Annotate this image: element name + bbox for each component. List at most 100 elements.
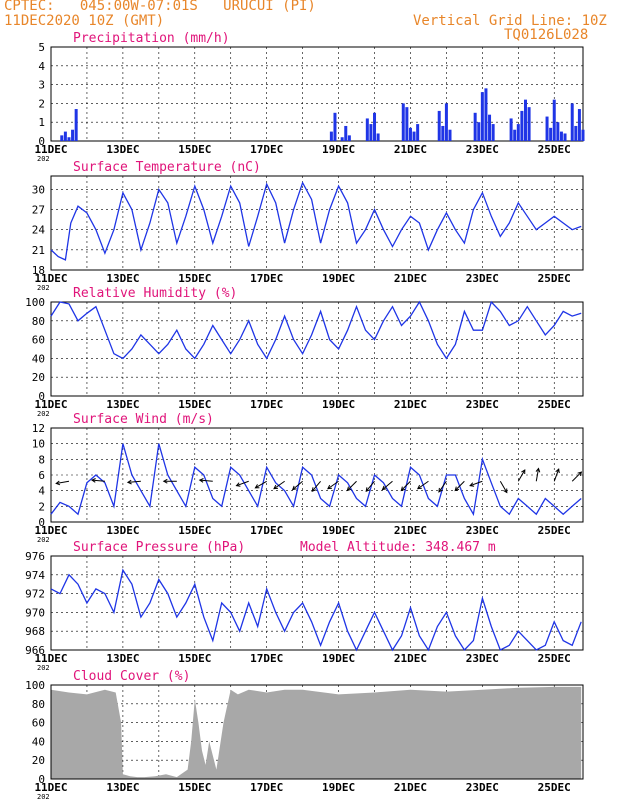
precip-bar bbox=[71, 129, 75, 141]
surface_temperature-xtick-label: 13DEC bbox=[106, 272, 139, 285]
wind-arrow-head bbox=[454, 486, 460, 492]
wind-arrow-head bbox=[381, 485, 387, 491]
wind-arrow-head bbox=[503, 488, 508, 494]
wind-arrow-head bbox=[577, 471, 583, 477]
precipitation-xtick-label: 19DEC bbox=[322, 143, 355, 156]
wind-arrow bbox=[292, 480, 303, 491]
surface_temperature-xtick-label: 11DEC bbox=[34, 272, 67, 285]
surface_pressure-ytick-label: 966 bbox=[25, 644, 45, 657]
wind-arrow bbox=[346, 480, 357, 491]
wind-arrow bbox=[417, 480, 429, 490]
surface_temperature-title: Surface Temperature (nC) bbox=[73, 160, 261, 175]
precipitation-ytick-label: 2 bbox=[38, 97, 45, 110]
surface_pressure-ytick-label: 968 bbox=[25, 625, 45, 638]
surface_wind-line bbox=[50, 443, 582, 517]
surface_pressure-xtick-label: 11DEC bbox=[34, 652, 67, 665]
wind-arrow-head bbox=[235, 482, 241, 487]
precip-bar bbox=[563, 133, 567, 141]
precip-bar bbox=[369, 124, 373, 141]
relative_humidity-xtick-label: 21DEC bbox=[394, 398, 427, 411]
precip-bar bbox=[473, 112, 477, 141]
precip-bar bbox=[556, 122, 560, 141]
cloud_cover-ytick-label: 0 bbox=[38, 773, 45, 786]
wind-arrow-head bbox=[291, 485, 297, 491]
wind-arrow-head bbox=[273, 484, 279, 490]
cloud_cover-xtick-label: 17DEC bbox=[250, 781, 283, 794]
header-line1: CPTEC: 045:00W-07:01S URUCUI (PI) bbox=[4, 0, 316, 14]
surface_wind-xtick-label: 19DEC bbox=[322, 524, 355, 537]
surface_pressure-xtick-label: 25DEC bbox=[538, 652, 571, 665]
surface_wind-ytick-label: 12 bbox=[32, 422, 45, 435]
cloud_cover-xtick-label: 11DEC bbox=[34, 781, 67, 794]
cloud_cover-xtick-label: 21DEC bbox=[394, 781, 427, 794]
wind-arrow bbox=[236, 480, 249, 487]
surface_temperature-xtick-label: 21DEC bbox=[394, 272, 427, 285]
wind-arrow-head bbox=[469, 482, 475, 487]
surface_pressure-xtick-label: 23DEC bbox=[466, 652, 499, 665]
surface_pressure-xtick-label: 21DEC bbox=[394, 652, 427, 665]
cloud_cover-xtick-label: 25DEC bbox=[538, 781, 571, 794]
surface_temperature-xtick-label: 15DEC bbox=[178, 272, 211, 285]
relative_humidity-ytick-label: 100 bbox=[25, 296, 45, 309]
relative_humidity-ytick-label: 0 bbox=[38, 390, 45, 403]
cloud_cover-ytick-label: 100 bbox=[25, 679, 45, 692]
surface_wind-xtick-label: 17DEC bbox=[250, 524, 283, 537]
surface_temperature-ytick-label: 18 bbox=[32, 264, 45, 277]
cloud_cover-ytick-label: 40 bbox=[32, 735, 45, 748]
precip-bar bbox=[509, 118, 513, 141]
surface_pressure-xtick-label: 19DEC bbox=[322, 652, 355, 665]
surface_temperature-frame bbox=[50, 175, 584, 271]
precipitation-ytick-label: 3 bbox=[38, 79, 45, 92]
surface_pressure-xtick-label: 17DEC bbox=[250, 652, 283, 665]
surface_temperature-year-label: 202 bbox=[37, 284, 50, 292]
wind-arrow bbox=[127, 480, 141, 483]
precip-bar bbox=[344, 125, 348, 141]
wind-arrow bbox=[400, 480, 411, 491]
precip-bar bbox=[412, 131, 416, 141]
surface_wind-ytick-label: 6 bbox=[38, 469, 45, 482]
surface_temperature-ytick-label: 27 bbox=[32, 204, 45, 217]
relative_humidity-title: Relative Humidity (%) bbox=[73, 286, 237, 301]
surface_pressure-year-label: 202 bbox=[37, 664, 50, 672]
wind-arrow bbox=[255, 480, 267, 489]
surface_pressure-line bbox=[50, 568, 582, 652]
precip-bar bbox=[408, 127, 412, 141]
precip-bar bbox=[60, 135, 64, 141]
cloud-cover-frame-top bbox=[50, 684, 584, 780]
wind-arrow-head bbox=[162, 478, 168, 484]
surface_wind-xtick-label: 15DEC bbox=[178, 524, 211, 537]
relative_humidity-xtick-label: 13DEC bbox=[106, 398, 139, 411]
cloud_cover-title: Cloud Cover (%) bbox=[73, 669, 190, 684]
surface_temperature-line bbox=[50, 181, 582, 261]
wind-arrow bbox=[365, 480, 375, 492]
wind-arrow bbox=[311, 480, 321, 492]
precip-bar bbox=[545, 116, 549, 141]
precip-bar bbox=[347, 135, 351, 141]
cloud-cover-area bbox=[51, 686, 582, 779]
wind-arrow bbox=[199, 479, 213, 482]
precip-bar bbox=[444, 103, 448, 141]
wind-arrow bbox=[273, 480, 285, 490]
precip-bar bbox=[74, 109, 78, 141]
cloud_cover-year-label: 202 bbox=[37, 793, 50, 800]
precip-bar bbox=[552, 99, 556, 141]
precip-bar bbox=[520, 110, 524, 141]
grid-note: Vertical Grid Line: 10Z bbox=[413, 13, 607, 29]
precip-bar bbox=[63, 131, 67, 141]
precip-bar bbox=[477, 122, 481, 141]
surface_pressure-annotation: Model Altitude: 348.467 m bbox=[300, 540, 496, 555]
wind-arrow-head bbox=[126, 479, 132, 485]
precip-bar bbox=[441, 125, 445, 141]
wind-arrow bbox=[91, 479, 105, 482]
surface_wind-xtick-label: 23DEC bbox=[466, 524, 499, 537]
precip-bar bbox=[491, 124, 495, 141]
precip-bar bbox=[333, 112, 337, 141]
precip-bar bbox=[577, 109, 581, 141]
relative_humidity-xtick-label: 19DEC bbox=[322, 398, 355, 411]
wind-arrow-head bbox=[438, 487, 443, 493]
surface_pressure-frame bbox=[50, 555, 584, 651]
precipitation-year-label: 202 bbox=[37, 155, 50, 163]
surface_pressure-title: Surface Pressure (hPa) bbox=[73, 540, 245, 555]
relative_humidity-xtick-label: 11DEC bbox=[34, 398, 67, 411]
precipitation-title: Precipitation (mm/h) bbox=[73, 31, 230, 46]
